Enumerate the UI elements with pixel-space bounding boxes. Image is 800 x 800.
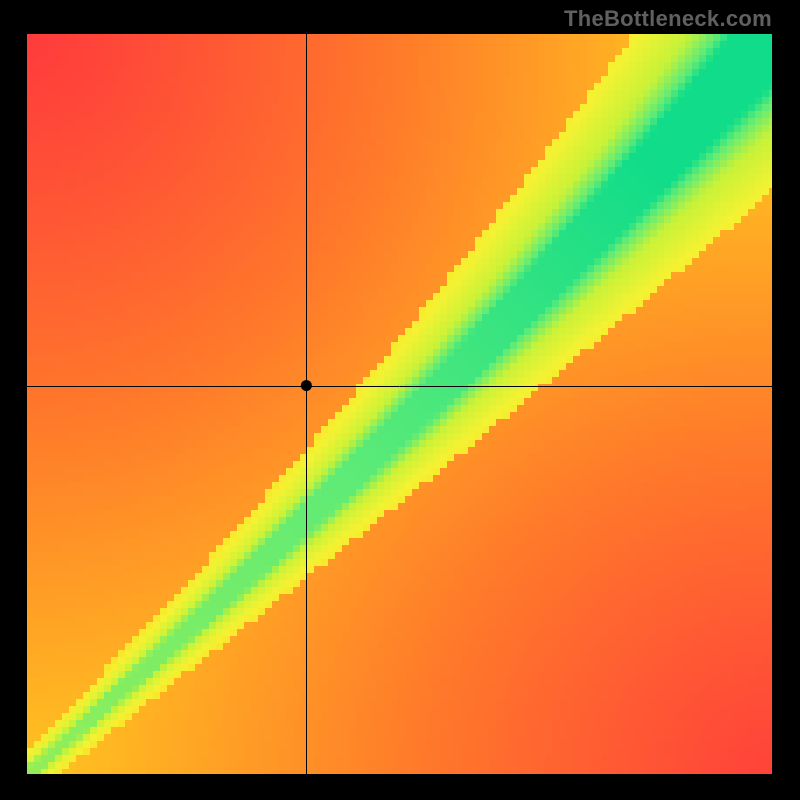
chart-container: TheBottleneck.com [0,0,800,800]
crosshair-overlay [0,0,800,800]
watermark-text: TheBottleneck.com [564,6,772,32]
